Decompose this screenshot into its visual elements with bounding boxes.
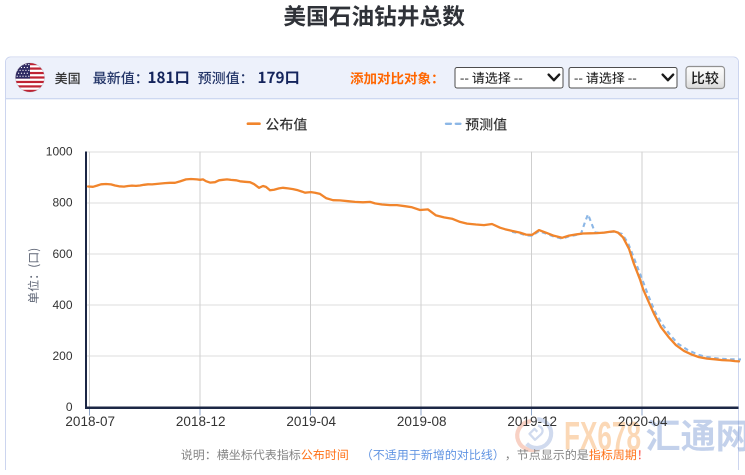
svg-text:400: 400: [52, 298, 72, 312]
svg-text:200: 200: [52, 349, 72, 363]
svg-text:600: 600: [52, 247, 72, 261]
svg-text:0: 0: [66, 400, 73, 414]
svg-text:2019-04: 2019-04: [286, 414, 336, 429]
svg-text:800: 800: [52, 196, 72, 210]
svg-text:2018-07: 2018-07: [65, 414, 115, 429]
svg-text:2019-08: 2019-08: [397, 414, 447, 429]
svg-text:2020-04: 2020-04: [618, 414, 668, 429]
svg-text:1000: 1000: [46, 145, 73, 159]
svg-text:2018-12: 2018-12: [176, 414, 226, 429]
svg-text:2019-12: 2019-12: [507, 414, 557, 429]
